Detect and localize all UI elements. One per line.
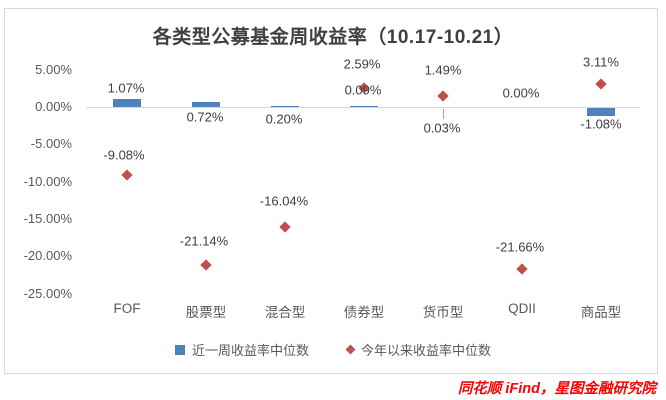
diamond-value-label: 2.59%: [343, 56, 381, 72]
legend-label-ytd: 今年以来收益率中位数: [361, 343, 492, 358]
source-credit: 同花顺 iFind，星图金融研究院: [457, 381, 656, 397]
bar-股票型: [192, 102, 220, 107]
y-axis-tick: 0.00%: [35, 99, 72, 114]
label-leader-line: [443, 109, 444, 119]
bar-value-label: 0.03%: [423, 120, 461, 136]
diamond-value-label: 3.11%: [583, 54, 619, 70]
y-axis-tick: -15.00%: [23, 210, 72, 226]
category-label-FOF: FOF: [113, 301, 141, 316]
bar-value-label: 0.00%: [502, 85, 540, 101]
bar-value-label: 0.72%: [186, 109, 224, 125]
bar-混合型: [271, 106, 299, 107]
legend-item-ytd: 今年以来收益率中位数: [345, 340, 492, 359]
legend: 近一周收益率中位数 今年以来收益率中位数: [0, 340, 666, 359]
bar-value-label: 1.07%: [107, 80, 145, 96]
diamond-value-label: -9.08%: [103, 147, 145, 163]
diamond-value-label: -21.66%: [495, 239, 545, 255]
category-label-商品型: 商品型: [580, 305, 622, 320]
category-label-债券型: 债券型: [343, 305, 385, 320]
diamond-value-label: -21.14%: [179, 233, 229, 249]
bar-FOF: [113, 99, 141, 107]
diamond-value-label: 1.49%: [424, 62, 462, 78]
y-axis-tick: 5.00%: [35, 61, 72, 77]
bar-value-label: -1.08%: [580, 116, 622, 132]
bar-value-label: 0.20%: [265, 111, 303, 127]
y-axis-tick: -25.00%: [23, 285, 72, 301]
category-label-股票型: 股票型: [185, 305, 227, 320]
bar-债券型: [350, 106, 378, 107]
zero-axis-line: [86, 107, 640, 108]
legend-item-weekly: 近一周收益率中位数: [174, 340, 309, 359]
y-axis-tick: -5.00%: [30, 136, 72, 152]
diamond-value-label: -16.04%: [259, 193, 309, 209]
legend-label-weekly: 近一周收益率中位数: [191, 343, 309, 358]
category-label-货币型: 货币型: [422, 305, 464, 320]
chart-frame: [4, 8, 658, 374]
category-label-QDII: QDII: [508, 301, 536, 316]
chart-title: 各类型公募基金周收益率（10.17-10.21）: [152, 27, 514, 48]
bar-value-label: 0.09%: [344, 82, 382, 98]
y-axis-tick: -10.00%: [23, 173, 72, 189]
bar-series-swatch-icon: [174, 344, 185, 355]
y-axis-tick: -20.00%: [23, 248, 72, 264]
category-label-混合型: 混合型: [264, 305, 306, 320]
bar-商品型: [587, 108, 615, 116]
diamond-series-swatch-icon: [345, 344, 356, 355]
